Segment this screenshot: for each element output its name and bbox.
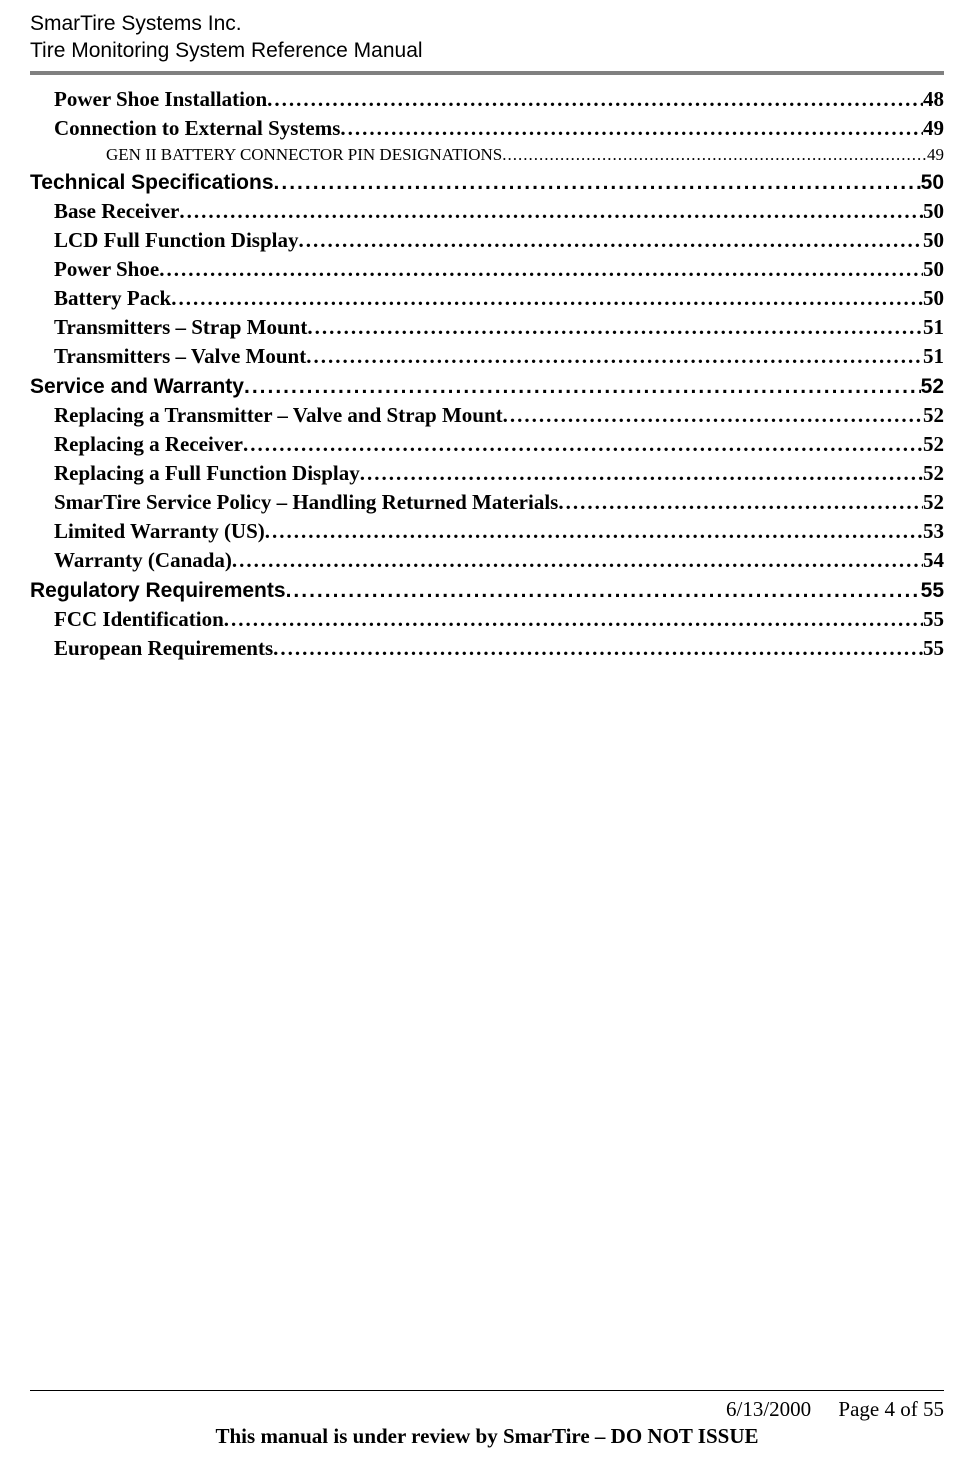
toc-leader-dots <box>298 228 923 253</box>
toc-entry: Transmitters – Valve Mount 51 <box>54 344 944 369</box>
toc-entry-page: 52 <box>921 375 944 399</box>
toc-entry-label: Replacing a Receiver <box>54 432 243 457</box>
toc-leader-dots <box>273 636 923 661</box>
toc-entry: GEN II BATTERY CONNECTOR PIN DESIGNATION… <box>106 145 944 165</box>
toc-entry-page: 50 <box>923 257 944 282</box>
toc-leader-dots <box>243 432 923 457</box>
toc-leader-dots <box>306 344 923 369</box>
toc-entry: Technical Specifications 50 <box>30 171 944 195</box>
toc-entry: Power Shoe Installation 48 <box>54 87 944 112</box>
toc-entry: Replacing a Transmitter – Valve and Stra… <box>54 403 944 428</box>
toc-entry-page: 52 <box>923 461 944 486</box>
toc-entry-page: 54 <box>923 548 944 573</box>
toc-entry-label: GEN II BATTERY CONNECTOR PIN DESIGNATION… <box>106 145 502 165</box>
footer-divider <box>30 1390 944 1391</box>
toc-entry-label: LCD Full Function Display <box>54 228 298 253</box>
toc-entry: Battery Pack 50 <box>54 286 944 311</box>
toc-leader-dots <box>307 315 923 340</box>
toc-entry-label: Power Shoe Installation <box>54 87 267 112</box>
header-company: SmarTire Systems Inc. <box>30 10 944 37</box>
toc-entry-label: Connection to External Systems <box>54 116 340 141</box>
toc-entry-page: 52 <box>923 403 944 428</box>
table-of-contents: Power Shoe Installation 48 Connection to … <box>30 87 944 661</box>
toc-leader-dots <box>503 403 923 428</box>
toc-entry-label: FCC Identification <box>54 607 224 632</box>
toc-entry-page: 50 <box>921 171 944 195</box>
toc-entry-label: Service and Warranty <box>30 375 244 399</box>
toc-leader-dots <box>274 171 921 195</box>
document-footer: 6/13/2000 Page 4 of 55 This manual is un… <box>30 1390 944 1449</box>
toc-entry-label: Battery Pack <box>54 286 171 311</box>
toc-leader-dots <box>179 199 923 224</box>
footer-page-number: Page 4 of 55 <box>838 1397 944 1421</box>
toc-entry-page: 49 <box>923 116 944 141</box>
toc-entry: Transmitters – Strap Mount 51 <box>54 315 944 340</box>
toc-leader-dots <box>558 490 923 515</box>
toc-leader-dots <box>171 286 923 311</box>
toc-leader-dots <box>267 87 923 112</box>
toc-entry-page: 55 <box>921 579 944 603</box>
toc-leader-dots <box>340 116 923 141</box>
toc-entry-label: Warranty (Canada) <box>54 548 232 573</box>
toc-entry-page: 52 <box>923 432 944 457</box>
toc-entry-label: SmarTire Service Policy – Handling Retur… <box>54 490 558 515</box>
toc-entry: European Requirements 55 <box>54 636 944 661</box>
toc-entry-page: 48 <box>923 87 944 112</box>
toc-leader-dots <box>265 519 923 544</box>
toc-entry: Warranty (Canada) 54 <box>54 548 944 573</box>
toc-entry-page: 52 <box>923 490 944 515</box>
document-header: SmarTire Systems Inc. Tire Monitoring Sy… <box>30 10 944 65</box>
toc-entry-label: Limited Warranty (US) <box>54 519 265 544</box>
toc-entry-label: Transmitters – Strap Mount <box>54 315 307 340</box>
footer-review-notice: This manual is under review by SmarTire … <box>30 1424 944 1449</box>
toc-entry-label: Technical Specifications <box>30 171 274 195</box>
toc-entry-page: 50 <box>923 286 944 311</box>
toc-entry: Connection to External Systems 49 <box>54 116 944 141</box>
toc-entry-label: Transmitters – Valve Mount <box>54 344 306 369</box>
toc-entry: Base Receiver 50 <box>54 199 944 224</box>
toc-leader-dots <box>159 257 923 282</box>
toc-entry-label: Power Shoe <box>54 257 159 282</box>
toc-entry-label: Replacing a Transmitter – Valve and Stra… <box>54 403 503 428</box>
toc-entry-page: 50 <box>923 199 944 224</box>
toc-entry-page: 50 <box>923 228 944 253</box>
toc-entry-page: 53 <box>923 519 944 544</box>
toc-entry-label: European Requirements <box>54 636 273 661</box>
toc-entry: SmarTire Service Policy – Handling Retur… <box>54 490 944 515</box>
toc-leader-dots <box>286 579 921 603</box>
toc-leader-dots <box>360 461 923 486</box>
toc-leader-dots <box>232 548 923 573</box>
toc-entry: Replacing a Receiver 52 <box>54 432 944 457</box>
toc-leader-dots <box>244 375 921 399</box>
toc-leader-dots <box>224 607 923 632</box>
toc-entry-page: 55 <box>923 607 944 632</box>
toc-entry-label: Replacing a Full Function Display <box>54 461 360 486</box>
toc-entry: FCC Identification 55 <box>54 607 944 632</box>
toc-entry-label: Regulatory Requirements <box>30 579 286 603</box>
header-divider <box>30 71 944 75</box>
toc-entry-label: Base Receiver <box>54 199 179 224</box>
toc-entry-page: 55 <box>923 636 944 661</box>
toc-entry: Power Shoe 50 <box>54 257 944 282</box>
toc-entry: Service and Warranty 52 <box>30 375 944 399</box>
toc-entry: Replacing a Full Function Display 52 <box>54 461 944 486</box>
toc-entry-page: 51 <box>923 344 944 369</box>
footer-meta: 6/13/2000 Page 4 of 55 <box>30 1397 944 1422</box>
toc-entry: LCD Full Function Display 50 <box>54 228 944 253</box>
toc-entry: Limited Warranty (US) 53 <box>54 519 944 544</box>
header-title: Tire Monitoring System Reference Manual <box>30 37 944 64</box>
footer-date: 6/13/2000 <box>726 1397 811 1421</box>
toc-entry: Regulatory Requirements 55 <box>30 579 944 603</box>
toc-leader-dots <box>502 145 927 165</box>
toc-entry-page: 49 <box>927 145 944 165</box>
toc-entry-page: 51 <box>923 315 944 340</box>
